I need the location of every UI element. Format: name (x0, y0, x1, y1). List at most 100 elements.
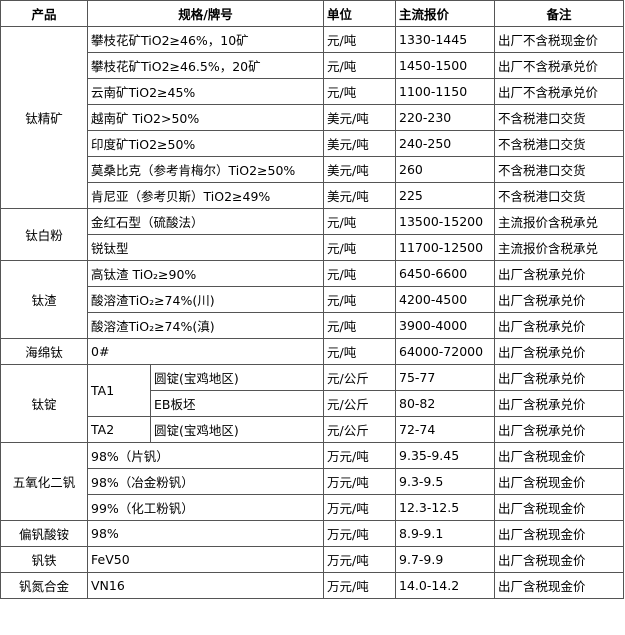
price-cell: 11700-12500 (395, 234, 496, 261)
unit-cell: 万元/吨 (323, 442, 397, 469)
note-cell: 不含税港口交货 (494, 156, 625, 183)
unit-cell: 元/吨 (323, 234, 397, 261)
note-cell: 出厂含税现金价 (494, 572, 625, 599)
price-cell: 3900-4000 (395, 312, 496, 339)
note-cell: 出厂含税承兑价 (494, 364, 625, 391)
note-cell: 出厂含税现金价 (494, 494, 625, 521)
table-row: 海绵钛 0# 元/吨 64000-72000 出厂含税承兑价 (0, 338, 625, 365)
unit-cell: 元/吨 (323, 286, 397, 313)
table-row: 酸溶渣TiO₂≥74%(川) 元/吨 4200-4500 出厂含税承兑价 (1, 286, 625, 313)
price-cell: 64000-72000 (395, 338, 496, 365)
table-row: 钒氮合金 VN16 万元/吨 14.0-14.2 出厂含税现金价 (0, 572, 625, 599)
note-cell: 出厂含税现金价 (494, 546, 625, 573)
spec-cell: 越南矿 TiO2>50% (86, 104, 325, 131)
table-row: TA2 圆锭(宝鸡地区) 元/公斤 72-74 出厂含税承兑价 (1, 416, 625, 443)
product-cell: 钛精矿 (0, 26, 88, 209)
table-row: 越南矿 TiO2>50% 美元/吨 220-230 不含税港口交货 (1, 104, 625, 131)
table-row: 钛渣 高钛渣 TiO₂≥90% 元/吨 6450-6600 出厂含税承兑价 (0, 260, 625, 339)
price-cell: 220-230 (395, 104, 496, 131)
price-cell: 9.35-9.45 (395, 442, 496, 469)
spec-cell: 高钛渣 TiO₂≥90% (86, 260, 325, 287)
unit-cell: 万元/吨 (323, 572, 397, 599)
price-cell: 13500-15200 (395, 208, 496, 235)
unit-cell: 元/吨 (323, 78, 397, 105)
unit-cell: 万元/吨 (323, 494, 397, 521)
table-row: EB板坯 元/公斤 80-82 出厂含税承兑价 (1, 390, 625, 417)
grade-cell: TA1 (87, 364, 151, 417)
unit-cell: 美元/吨 (323, 130, 397, 157)
header-cell: 主流报价 (395, 0, 496, 27)
spec-cell: 攀枝花矿TiO2≥46.5%，20矿 (86, 52, 325, 79)
unit-cell: 元/吨 (323, 26, 397, 53)
note-cell: 出厂含税承兑价 (494, 286, 625, 313)
table-row: 钛白粉 金红石型（硫酸法） 元/吨 13500-15200 主流报价含税承兑 (0, 208, 625, 261)
header-cell: 单位 (323, 0, 397, 27)
product-cell: 偏钒酸铵 (0, 520, 88, 547)
table-row: 莫桑比克（参考肯梅尔）TiO2≥50% 美元/吨 260 不含税港口交货 (1, 156, 625, 183)
spec-cell: 酸溶渣TiO₂≥74%(川) (86, 286, 325, 313)
note-cell: 出厂含税现金价 (494, 442, 625, 469)
note-cell: 出厂不含税承兑价 (494, 78, 625, 105)
note-cell: 不含税港口交货 (494, 104, 625, 131)
price-cell: 9.7-9.9 (395, 546, 496, 573)
spec-cell: FeV50 (86, 546, 325, 573)
note-cell: 出厂含税现金价 (494, 520, 625, 547)
note-cell: 出厂含税承兑价 (494, 416, 625, 443)
product-cell: 钒氮合金 (0, 572, 88, 599)
product-cell: 钛渣 (0, 260, 88, 339)
price-cell: 72-74 (395, 416, 496, 443)
table-row: 云南矿TiO2≥45% 元/吨 1100-1150 出厂不含税承兑价 (1, 78, 625, 105)
spec-cell: VN16 (86, 572, 325, 599)
table-row: 攀枝花矿TiO2≥46.5%，20矿 元/吨 1450-1500 出厂不含税承兑价 (1, 52, 625, 79)
spec-cell: EB板坯 (149, 390, 325, 417)
price-cell: 75-77 (395, 364, 496, 391)
unit-cell: 万元/吨 (323, 520, 397, 547)
note-cell: 出厂含税承兑价 (494, 338, 625, 365)
note-cell: 出厂不含税现金价 (494, 26, 625, 53)
unit-cell: 元/公斤 (323, 364, 397, 391)
unit-cell: 美元/吨 (323, 104, 397, 131)
spec-cell: 圆锭(宝鸡地区) (149, 416, 325, 443)
table-row: 钛锭 TA1 圆锭(宝鸡地区) 元/公斤 75-77 出厂含税承兑价 (0, 364, 625, 443)
unit-cell: 万元/吨 (323, 546, 397, 573)
unit-cell: 元/吨 (323, 208, 397, 235)
price-cell: 260 (395, 156, 496, 183)
header-cell: 备注 (494, 0, 625, 27)
header-cell: 产品 (0, 0, 88, 27)
spec-cell: 莫桑比克（参考肯梅尔）TiO2≥50% (86, 156, 325, 183)
table-row: 99%（化工粉钒） 万元/吨 12.3-12.5 出厂含税现金价 (1, 494, 625, 521)
product-cell: 五氧化二钒 (0, 442, 88, 521)
note-cell: 出厂不含税承兑价 (494, 52, 625, 79)
note-cell: 出厂含税现金价 (494, 468, 625, 495)
note-cell: 主流报价含税承兑 (494, 234, 625, 261)
price-cell: 8.9-9.1 (395, 520, 496, 547)
grade-cell: TA2 (87, 416, 151, 443)
note-cell: 出厂含税承兑价 (494, 260, 625, 287)
price-cell: 9.3-9.5 (395, 468, 496, 495)
price-table: 产品 规格/牌号 单位 主流报价 备注 钛精矿 攀枝花矿TiO2≥46%，10矿 元/吨 133… (0, 0, 625, 599)
header-cell: 规格/牌号 (86, 0, 325, 27)
product-cell: 钛白粉 (0, 208, 88, 261)
spec-cell: 攀枝花矿TiO2≥46%，10矿 (86, 26, 325, 53)
note-cell: 主流报价含税承兑 (494, 208, 625, 235)
price-cell: 225 (395, 182, 496, 209)
product-cell: 钒铁 (0, 546, 88, 573)
price-cell: 4200-4500 (395, 286, 496, 313)
unit-cell: 元/吨 (323, 312, 397, 339)
spec-cell: 印度矿TiO2≥50% (86, 130, 325, 157)
spec-cell: 99%（化工粉钒） (86, 494, 325, 521)
spec-cell: 云南矿TiO2≥45% (86, 78, 325, 105)
price-cell: 1100-1150 (395, 78, 496, 105)
unit-cell: 元/公斤 (323, 390, 397, 417)
spec-cell: 98%（冶金粉钒） (86, 468, 325, 495)
price-cell: 14.0-14.2 (395, 572, 496, 599)
price-cell: 1330-1445 (395, 26, 496, 53)
price-cell: 240-250 (395, 130, 496, 157)
price-cell: 12.3-12.5 (395, 494, 496, 521)
note-cell: 出厂含税承兑价 (494, 390, 625, 417)
price-cell: 6450-6600 (395, 260, 496, 287)
product-cell: 海绵钛 (0, 338, 88, 365)
spec-cell: 酸溶渣TiO₂≥74%(滇) (86, 312, 325, 339)
unit-cell: 元/吨 (323, 338, 397, 365)
